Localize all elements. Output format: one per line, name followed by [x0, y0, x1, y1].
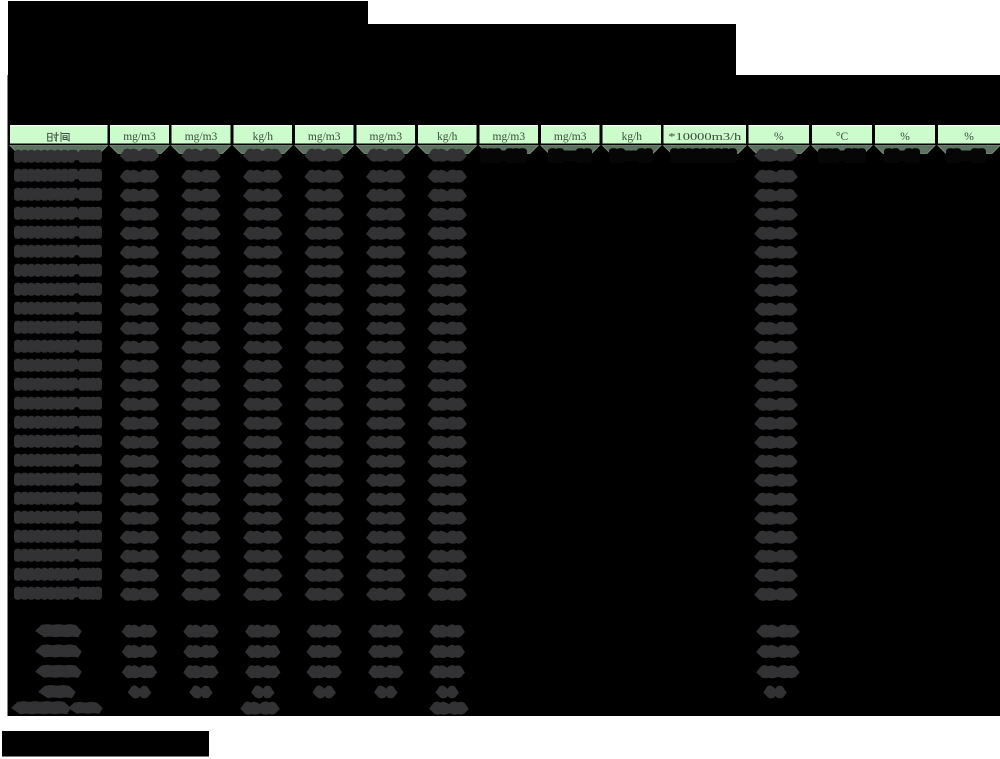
svg-text:kg/h: kg/h — [622, 131, 643, 143]
svg-text:°C: °C — [836, 131, 849, 143]
svg-text:%: % — [900, 131, 910, 143]
svg-text:kg/h: kg/h — [437, 131, 458, 143]
svg-text:mg/m3: mg/m3 — [308, 131, 341, 143]
svg-text:mg/m3: mg/m3 — [493, 131, 526, 143]
svg-text:mg/m3: mg/m3 — [554, 131, 587, 143]
svg-text:kg/h: kg/h — [253, 131, 274, 143]
svg-text:%: % — [964, 131, 974, 143]
svg-text:mg/m3: mg/m3 — [123, 131, 156, 143]
svg-text:*10000m3/h: *10000m3/h — [668, 131, 742, 143]
svg-text:mg/m3: mg/m3 — [370, 131, 403, 143]
svg-text:mg/m3: mg/m3 — [185, 131, 218, 143]
svg-text:%: % — [774, 131, 784, 143]
